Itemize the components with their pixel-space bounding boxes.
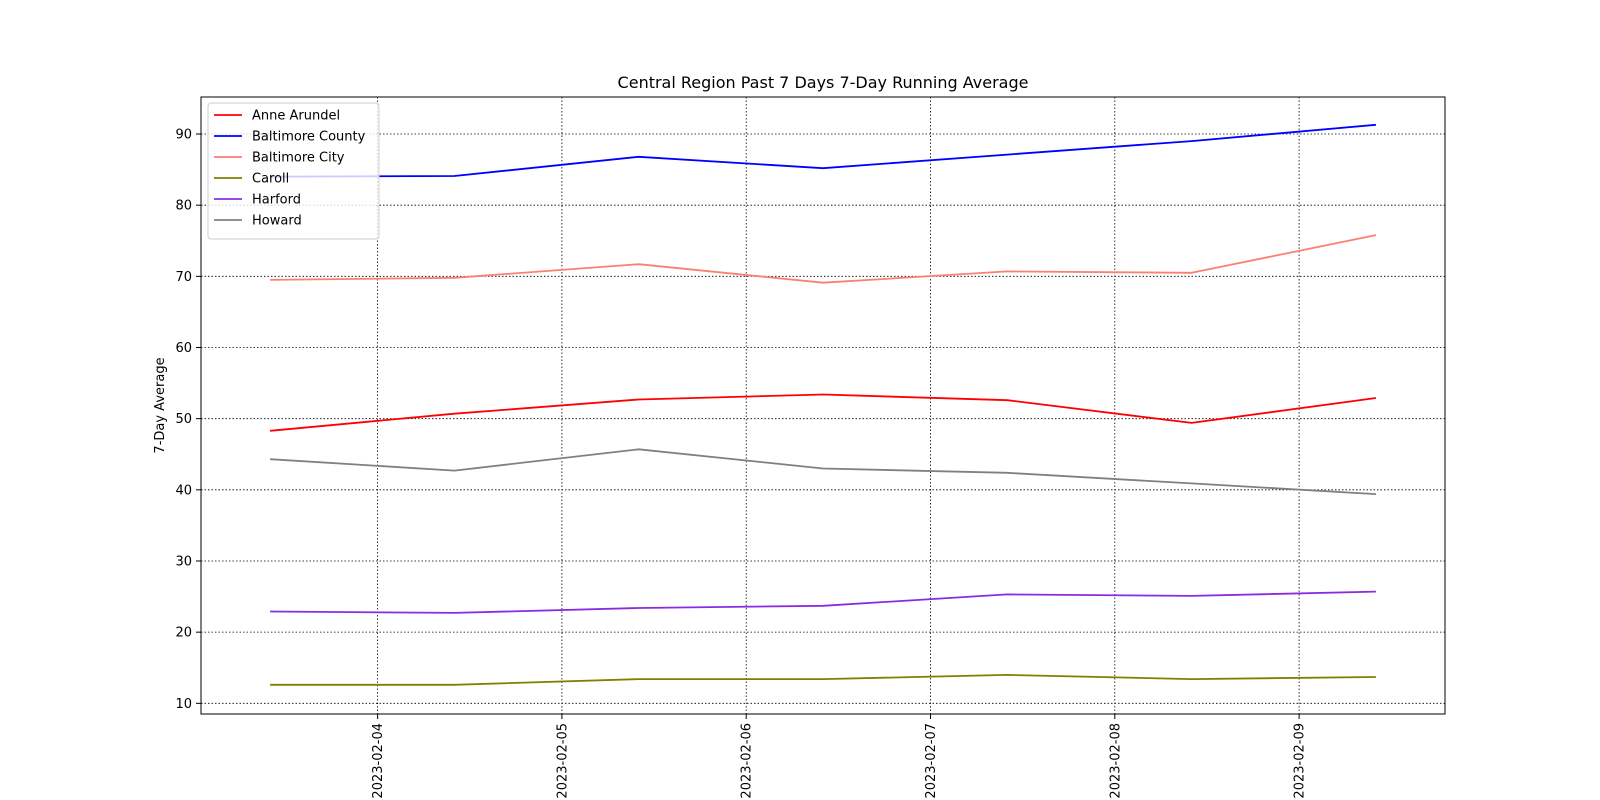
y-tick-label: 80	[175, 199, 192, 214]
y-tick-label: 50	[175, 412, 192, 427]
x-axis-ticks: 2023-02-04 2023-02-05 2023-02-06 2023-02-07…	[371, 714, 1308, 799]
legend-label-baltimore-county: Baltimore County	[252, 130, 366, 145]
y-tick-label: 60	[175, 341, 192, 356]
x-tick-label: 2023-02-05	[555, 723, 570, 799]
series-line-baltimore-city	[270, 234, 1377, 284]
legend: Anne Arundel Baltimore County Baltimore Ci…	[207, 102, 380, 240]
series-line-caroll	[270, 674, 1376, 686]
legend-label-howard: Howard	[252, 214, 302, 229]
x-tick-label: 2023-02-07	[924, 723, 939, 799]
legend-label-anne-arundel: Anne Arundel	[252, 109, 340, 124]
y-tick-label: 10	[175, 697, 192, 712]
x-tick-label: 2023-02-04	[371, 723, 386, 799]
y-axis-label: 7-Day Average	[153, 357, 168, 453]
x-tick-label: 2023-02-06	[740, 723, 755, 799]
x-tick-label: 2023-02-08	[1108, 723, 1123, 799]
y-tick-label: 30	[175, 554, 192, 569]
series-lines	[270, 123, 1377, 686]
legend-label-baltimore-city: Baltimore City	[252, 151, 345, 166]
chart-title: Central Region Past 7 Days 7-Day Running…	[618, 73, 1029, 92]
legend-label-caroll: Caroll	[252, 172, 289, 187]
series-line-harford	[270, 590, 1376, 614]
x-tick-label: 2023-02-09	[1293, 723, 1308, 799]
y-tick-label: 70	[175, 270, 192, 285]
series-line-baltimore-county	[270, 123, 1376, 178]
y-tick-label: 20	[175, 626, 192, 641]
plot-frame	[200, 96, 1446, 715]
y-axis-ticks: 10 20 30 40 50 60 70 80 90	[175, 128, 201, 712]
y-tick-label: 90	[175, 128, 192, 143]
y-tick-label: 40	[175, 483, 192, 498]
series-line-anne-arundel	[270, 393, 1377, 432]
legend-label-harford: Harford	[252, 193, 301, 208]
legend-box	[207, 102, 380, 240]
series-line-howard	[270, 448, 1376, 495]
